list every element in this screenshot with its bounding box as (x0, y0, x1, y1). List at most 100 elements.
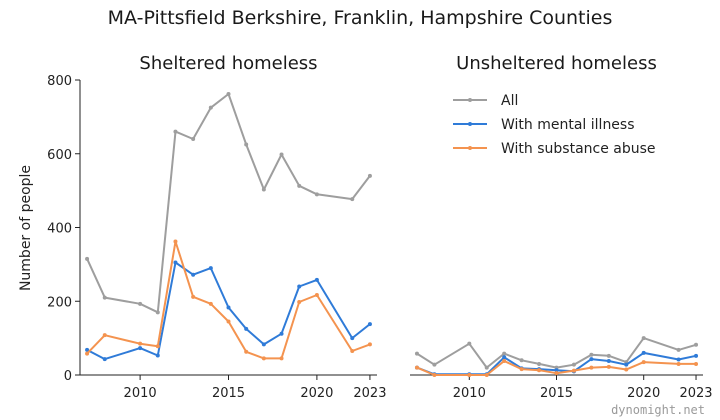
series-line-with-substance-abuse (86, 240, 371, 360)
series-line-all (86, 93, 371, 314)
x-tick-label: 2010 (453, 386, 486, 401)
data-point-all (694, 342, 699, 347)
data-point-with-substance-abuse (367, 342, 372, 347)
data-point-with-substance-abuse (208, 301, 213, 306)
data-point-all (502, 351, 507, 356)
data-point-all (297, 183, 302, 188)
watermark: dynomight.net (611, 403, 705, 417)
data-point-with-substance-abuse (314, 292, 319, 297)
data-point-with-mental-illness (367, 322, 372, 327)
data-point-all (102, 295, 107, 300)
legend-marker-with-substance-abuse (468, 146, 472, 150)
data-point-with-mental-illness (191, 272, 196, 277)
data-point-with-mental-illness (297, 284, 302, 289)
x-tick-label: 2023 (679, 386, 712, 401)
x-tick-label: 2020 (627, 386, 660, 401)
data-point-with-mental-illness (85, 347, 90, 352)
data-point-all (606, 353, 611, 358)
data-point-with-substance-abuse (350, 349, 355, 354)
data-point-all (138, 301, 143, 306)
data-point-all (244, 142, 249, 147)
data-point-with-substance-abuse (537, 368, 542, 373)
data-point-all (85, 256, 90, 261)
data-point-all (589, 352, 594, 357)
data-point-with-mental-illness (138, 346, 143, 351)
data-point-all (432, 362, 437, 367)
data-point-all (350, 197, 355, 202)
data-point-with-mental-illness (173, 260, 178, 265)
data-point-with-mental-illness (261, 342, 266, 347)
data-point-all (314, 192, 319, 197)
data-point-with-substance-abuse (173, 239, 178, 244)
data-point-with-mental-illness (350, 336, 355, 341)
data-point-with-mental-illness (606, 358, 611, 363)
data-point-all (173, 129, 178, 134)
legend-label-all: All (501, 93, 518, 109)
data-point-with-substance-abuse (155, 344, 160, 349)
x-tick-label: 2023 (353, 386, 386, 401)
y-tick-label: 200 (47, 295, 72, 310)
data-point-with-mental-illness (676, 357, 681, 362)
panels: Sheltered homeless 0 200 400 600 800 2010 2015 2… (47, 53, 712, 401)
y-tick-label: 800 (47, 74, 72, 89)
data-point-with-mental-illness (155, 353, 160, 358)
data-point-with-mental-illness (226, 305, 231, 310)
data-point-all (226, 92, 231, 97)
data-point-with-substance-abuse (414, 365, 419, 370)
figure-title: MA-Pittsfield Berkshire, Franklin, Hamps… (108, 7, 613, 29)
data-point-all (208, 105, 213, 110)
panel-title: Unsheltered homeless (456, 53, 657, 74)
panel-unsheltered-homeless: Unsheltered homeless 2010 2015 2020 2023 (410, 53, 713, 401)
data-point-with-mental-illness (641, 350, 646, 355)
data-point-with-substance-abuse (676, 361, 681, 366)
data-point-with-substance-abuse (624, 367, 629, 372)
data-point-with-mental-illness (279, 331, 284, 336)
legend-marker-all (468, 98, 472, 102)
legend-label-with-substance-abuse: With substance abuse (501, 141, 656, 157)
data-point-all (571, 362, 576, 367)
data-point-with-mental-illness (624, 362, 629, 367)
data-point-with-substance-abuse (226, 319, 231, 324)
x-tick-label: 2020 (300, 386, 333, 401)
data-point-all (484, 365, 489, 370)
x-tick-label: 2010 (124, 386, 157, 401)
data-point-with-substance-abuse (191, 294, 196, 299)
y-tick-label: 600 (47, 148, 72, 163)
data-point-with-mental-illness (502, 355, 507, 360)
data-point-with-substance-abuse (467, 373, 472, 377)
data-point-with-substance-abuse (641, 360, 646, 365)
legend-label-with-mental-illness: With mental illness (501, 117, 635, 133)
data-point-all (414, 351, 419, 356)
data-point-with-mental-illness (694, 353, 699, 358)
data-point-with-substance-abuse (244, 349, 249, 354)
data-point-all (676, 347, 681, 352)
data-point-all (641, 336, 646, 341)
data-point-with-mental-illness (314, 277, 319, 282)
data-point-with-mental-illness (102, 357, 107, 362)
y-axis-label: Number of people (18, 165, 34, 291)
data-point-with-substance-abuse (261, 356, 266, 361)
data-point-with-mental-illness (554, 368, 559, 373)
data-point-with-mental-illness (208, 266, 213, 271)
data-point-all (261, 187, 266, 192)
x-tick-label: 2015 (540, 386, 573, 401)
data-point-all (279, 152, 284, 157)
data-point-with-mental-illness (244, 326, 249, 331)
data-point-with-substance-abuse (694, 361, 699, 366)
data-point-all (191, 137, 196, 141)
legend-marker-with-mental-illness (468, 122, 472, 126)
data-point-all (367, 173, 372, 178)
data-point-with-substance-abuse (297, 299, 302, 304)
data-point-with-substance-abuse (432, 373, 437, 377)
data-point-with-substance-abuse (606, 364, 611, 369)
data-point-with-substance-abuse (502, 358, 507, 363)
data-point-with-substance-abuse (85, 351, 90, 356)
x-tick-label: 2015 (212, 386, 245, 401)
legend: All With mental illness With substance abu… (453, 93, 656, 157)
data-point-with-substance-abuse (102, 333, 107, 338)
data-point-with-substance-abuse (554, 371, 559, 376)
data-point-all (537, 361, 542, 366)
data-point-with-substance-abuse (279, 356, 284, 361)
data-point-with-substance-abuse (484, 373, 489, 377)
